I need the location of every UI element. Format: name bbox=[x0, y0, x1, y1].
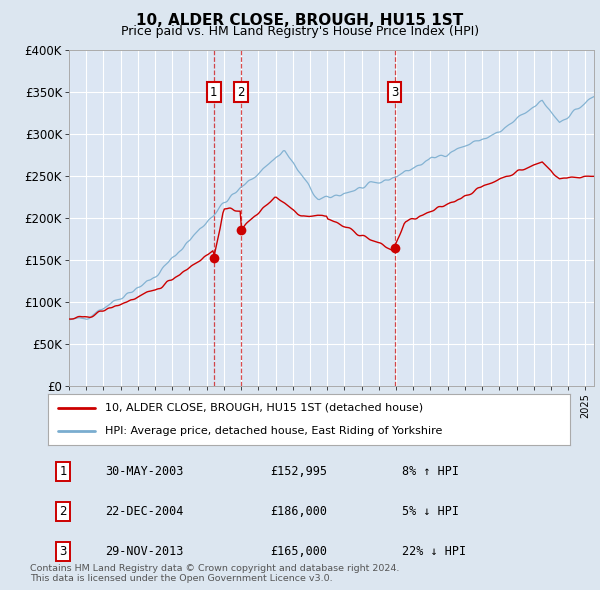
Text: 3: 3 bbox=[59, 545, 67, 558]
Text: 2: 2 bbox=[59, 505, 67, 518]
Text: 29-NOV-2013: 29-NOV-2013 bbox=[105, 545, 184, 558]
Text: £165,000: £165,000 bbox=[270, 545, 327, 558]
Text: 22% ↓ HPI: 22% ↓ HPI bbox=[402, 545, 466, 558]
Text: 30-MAY-2003: 30-MAY-2003 bbox=[105, 465, 184, 478]
Text: 8% ↑ HPI: 8% ↑ HPI bbox=[402, 465, 459, 478]
Text: 1: 1 bbox=[59, 465, 67, 478]
Text: 22-DEC-2004: 22-DEC-2004 bbox=[105, 505, 184, 518]
Text: Price paid vs. HM Land Registry's House Price Index (HPI): Price paid vs. HM Land Registry's House … bbox=[121, 25, 479, 38]
Text: 10, ALDER CLOSE, BROUGH, HU15 1ST (detached house): 10, ALDER CLOSE, BROUGH, HU15 1ST (detac… bbox=[106, 402, 424, 412]
Text: 3: 3 bbox=[391, 86, 398, 99]
Text: £152,995: £152,995 bbox=[270, 465, 327, 478]
Text: 2: 2 bbox=[237, 86, 244, 99]
Text: £186,000: £186,000 bbox=[270, 505, 327, 518]
Text: 5% ↓ HPI: 5% ↓ HPI bbox=[402, 505, 459, 518]
Text: Contains HM Land Registry data © Crown copyright and database right 2024.
This d: Contains HM Land Registry data © Crown c… bbox=[30, 563, 400, 583]
Text: HPI: Average price, detached house, East Riding of Yorkshire: HPI: Average price, detached house, East… bbox=[106, 427, 443, 437]
Text: 10, ALDER CLOSE, BROUGH, HU15 1ST: 10, ALDER CLOSE, BROUGH, HU15 1ST bbox=[136, 13, 464, 28]
Text: 1: 1 bbox=[210, 86, 218, 99]
